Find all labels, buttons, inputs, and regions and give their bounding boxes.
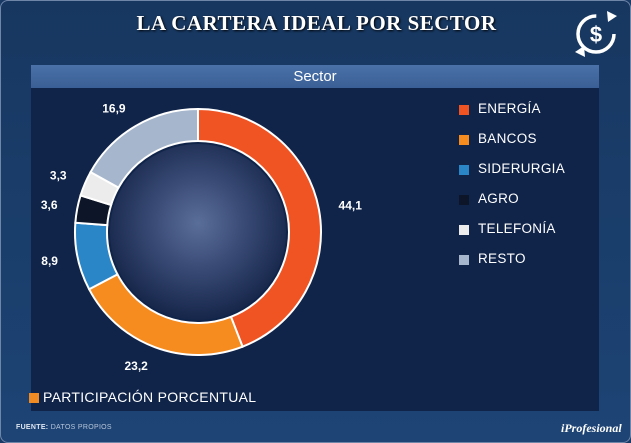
chart-legend: ENERGÍA BANCOS SIDERURGIA AGRO TELEFONÍA REST… (459, 101, 609, 281)
brand-logo: iProfesional (561, 421, 622, 435)
legend-label: SIDERURGIA (478, 161, 566, 176)
legend-item: BANCOS (459, 131, 609, 161)
source-text: DATOS PROPIOS (50, 424, 112, 431)
legend-swatch (459, 225, 469, 235)
donut-slice (89, 107, 199, 190)
data-label: 44,1 (339, 199, 363, 213)
data-label: 16,9 (102, 102, 126, 116)
dollar-refresh-icon: $ (575, 11, 617, 57)
legend-item: RESTO (459, 251, 609, 281)
series-label: PARTICIPACIÓN PORCENTUAL (43, 389, 257, 405)
chart-title: Sector (31, 65, 599, 88)
legend-swatch (459, 105, 469, 115)
legend-swatch (459, 195, 469, 205)
legend-swatch (459, 135, 469, 145)
source-note: FUENTE: DATOS PROPIOS (16, 424, 112, 431)
legend-label: BANCOS (478, 131, 537, 146)
data-label: 23,2 (125, 359, 149, 373)
legend-item: TELEFONÍA (459, 221, 609, 251)
legend-item: AGRO (459, 191, 609, 221)
series-swatch (29, 393, 39, 403)
page-title: LA CARTERA IDEAL POR SECTOR (136, 11, 497, 35)
donut-slice (197, 107, 322, 348)
donut-chart: 44,1 23,2 8,9 3,6 3,3 16,9 (41, 102, 363, 373)
legend-label: RESTO (478, 251, 526, 266)
source-label: FUENTE: (16, 424, 49, 431)
legend-swatch (459, 255, 469, 265)
data-label: 3,3 (50, 169, 67, 183)
center-photo (110, 144, 286, 320)
legend-item: ENERGÍA (459, 101, 609, 131)
legend-label: TELEFONÍA (478, 221, 556, 236)
data-label: 3,6 (41, 198, 58, 212)
legend-item: SIDERURGIA (459, 161, 609, 191)
legend-swatch (459, 165, 469, 175)
data-label: 8,9 (41, 254, 58, 268)
legend-label: AGRO (478, 191, 519, 206)
legend-label: ENERGÍA (478, 101, 541, 116)
svg-text:$: $ (590, 22, 602, 47)
